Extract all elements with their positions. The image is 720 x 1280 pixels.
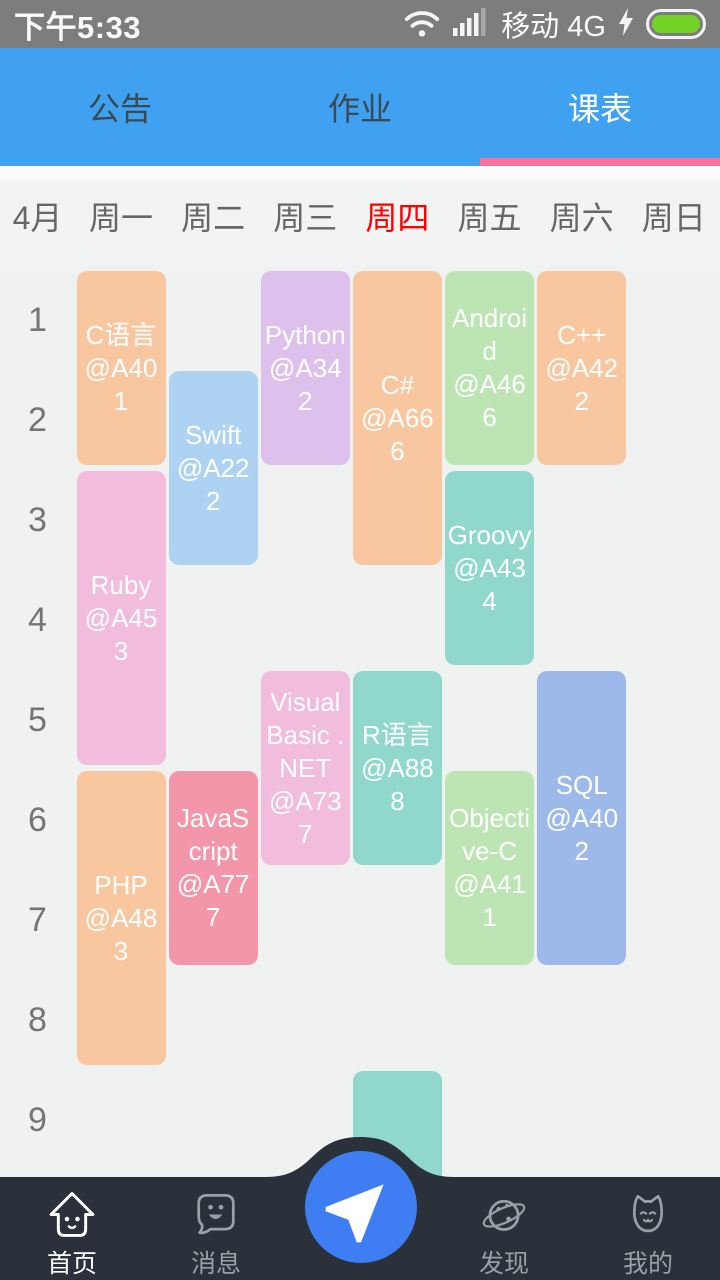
course-room: @A777 bbox=[176, 869, 250, 932]
course-title: Swift bbox=[184, 419, 242, 450]
nav-item-discover[interactable]: 发现 bbox=[432, 1177, 576, 1280]
course-room: @A888 bbox=[361, 752, 434, 816]
nav-item-home[interactable]: 首页 bbox=[0, 1177, 144, 1280]
course-block[interactable]: Android @A466 bbox=[445, 271, 535, 465]
chat-icon bbox=[197, 1194, 235, 1235]
charging-bolt-icon bbox=[618, 7, 634, 41]
nav-item-messages[interactable]: 消息 bbox=[144, 1177, 288, 1280]
course-room: @A483 bbox=[84, 902, 158, 966]
course-title: Ruby bbox=[90, 569, 152, 600]
period-label: 8 bbox=[28, 1001, 47, 1039]
weekday-label[interactable]: 周六 bbox=[549, 200, 614, 236]
course-block[interactable]: JavaScript @A777 bbox=[168, 771, 258, 965]
course-title: PHP bbox=[94, 869, 148, 900]
weekday-label[interactable]: 周五 bbox=[457, 200, 522, 236]
period-label: 4 bbox=[28, 601, 47, 639]
course-block[interactable]: C语言 @A401 bbox=[76, 271, 166, 465]
nav-label-home: 首页 bbox=[46, 1250, 97, 1278]
nav-label-mine: 我的 bbox=[622, 1250, 673, 1278]
course-room: @A453 bbox=[84, 602, 158, 666]
course-title: Objective-C bbox=[449, 803, 531, 866]
course-block[interactable]: Python @A342 bbox=[260, 271, 350, 465]
tab-timetable[interactable]: 课表 bbox=[567, 91, 632, 127]
course-room: @A737 bbox=[268, 785, 342, 849]
course-title: Android bbox=[451, 303, 528, 366]
course-title: C# bbox=[380, 369, 415, 400]
course-room: @A411 bbox=[453, 869, 526, 932]
active-tab-indicator bbox=[480, 158, 720, 166]
course-title: C++ bbox=[557, 319, 607, 350]
home-icon bbox=[49, 1192, 95, 1237]
nav-item-mine[interactable]: 我的 bbox=[576, 1177, 720, 1280]
course-title: SQL bbox=[555, 769, 608, 800]
course-block[interactable]: Objective-C @A411 bbox=[445, 771, 535, 965]
course-room: @A402 bbox=[545, 802, 619, 866]
course-room: @A401 bbox=[84, 352, 158, 416]
period-label: 1 bbox=[28, 301, 47, 339]
nav-label-discover: 发现 bbox=[478, 1250, 529, 1278]
course-block[interactable]: C# @A666 bbox=[352, 271, 442, 565]
wifi-icon bbox=[403, 6, 441, 43]
course-block[interactable]: C++ @A422 bbox=[537, 271, 627, 465]
period-label: 2 bbox=[28, 401, 47, 439]
status-bar: 下午5:33 移动 4G bbox=[0, 0, 720, 48]
course-block[interactable]: SQL @A402 bbox=[537, 671, 627, 965]
course-room: @A434 bbox=[453, 552, 526, 616]
course-block[interactable]: Groovy @A434 bbox=[445, 471, 535, 665]
course-title: C语言 bbox=[85, 319, 157, 350]
course-room: @A422 bbox=[545, 352, 619, 416]
clock: 下午5:33 bbox=[14, 9, 142, 45]
app-header: 公告 作业 课表 bbox=[0, 48, 720, 166]
battery-icon bbox=[646, 9, 706, 39]
send-button[interactable] bbox=[305, 1151, 417, 1263]
course-title: Python bbox=[264, 319, 346, 350]
month-label: 4月 bbox=[12, 200, 63, 236]
course-block[interactable]: PHP @A483 bbox=[76, 771, 166, 1065]
send-icon bbox=[325, 1184, 384, 1243]
week-header: 4月 周一 周二 周三 周四 周五 周六 周日 bbox=[0, 166, 720, 266]
course-title: JavaScript bbox=[177, 803, 250, 866]
timetable-grid: 1 2 3 4 5 6 7 8 9 C语言 @A401 Ruby @A453 PHP @A483 Swift @… bbox=[0, 266, 720, 1280]
weekday-label-today[interactable]: 周四 bbox=[365, 200, 430, 236]
course-title: R语言 bbox=[362, 719, 433, 750]
weekday-label[interactable]: 周二 bbox=[181, 200, 246, 236]
course-block[interactable]: R语言 @A888 bbox=[352, 671, 442, 865]
course-room: @A666 bbox=[361, 402, 434, 466]
course-block[interactable]: Visual Basic .NET @A737 bbox=[260, 671, 350, 865]
tab-announcements[interactable]: 公告 bbox=[87, 91, 152, 127]
carrier-label: 移动 4G bbox=[501, 11, 606, 43]
weekday-label[interactable]: 周日 bbox=[641, 200, 706, 236]
period-label: 6 bbox=[28, 801, 47, 839]
tab-bar: 公告 作业 课表 bbox=[0, 48, 720, 166]
course-title: Visual Basic .NET bbox=[266, 686, 345, 783]
nav-label-messages: 消息 bbox=[190, 1250, 241, 1278]
period-label: 9 bbox=[28, 1101, 47, 1139]
period-label: 3 bbox=[28, 501, 47, 539]
course-room: @A222 bbox=[176, 452, 250, 516]
course-block[interactable]: Swift @A222 bbox=[168, 371, 258, 565]
cat-icon bbox=[632, 1194, 664, 1233]
course-room: @A342 bbox=[268, 352, 342, 416]
tab-homework[interactable]: 作业 bbox=[327, 91, 392, 127]
period-label: 7 bbox=[28, 901, 47, 939]
weekday-label[interactable]: 周一 bbox=[89, 200, 154, 236]
course-room: @A466 bbox=[453, 369, 526, 432]
course-block[interactable]: Ruby @A453 bbox=[76, 471, 166, 765]
course-title: Groovy bbox=[447, 519, 532, 550]
planet-icon bbox=[482, 1199, 526, 1231]
period-label: 5 bbox=[28, 701, 47, 739]
signal-bars-icon bbox=[453, 7, 489, 41]
weekday-label[interactable]: 周三 bbox=[273, 200, 338, 236]
